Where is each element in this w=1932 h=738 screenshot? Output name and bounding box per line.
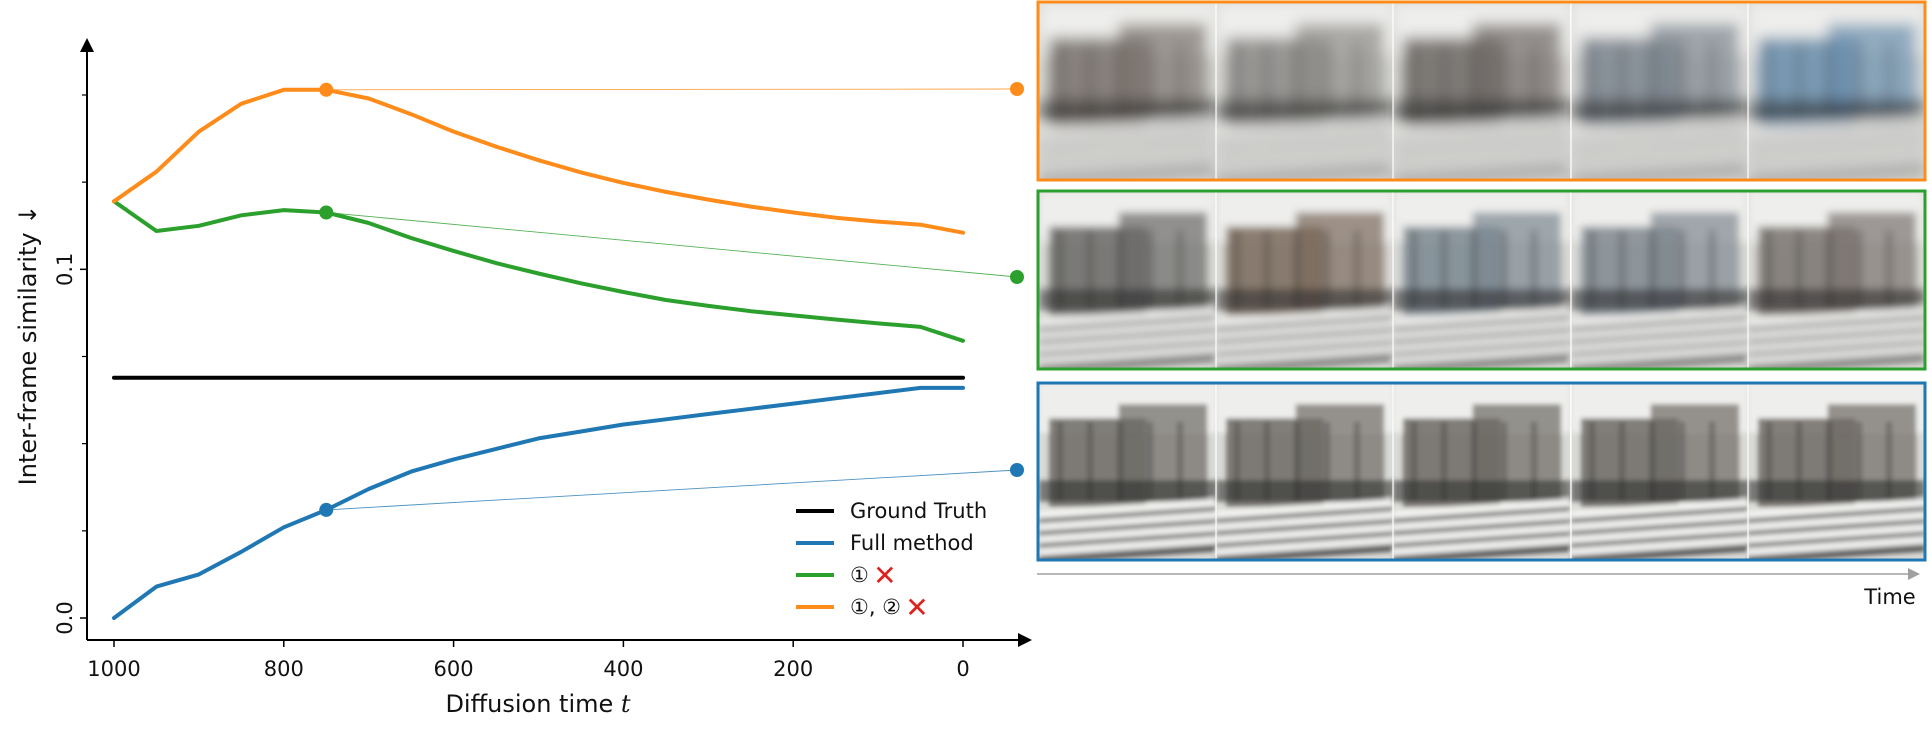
legend-label-ablation-1: ① [850, 563, 869, 587]
legend-label-full-method: Full method [850, 531, 974, 555]
video-frame [1747, 2, 1924, 180]
legend-label-ablation-1-2: ①, ② [850, 595, 901, 619]
image-panel-ablation-1 [1036, 189, 1927, 371]
y-tick-label: 0.1 [53, 253, 77, 286]
connector-line-full-method [326, 469, 1018, 511]
video-frame [1392, 2, 1570, 180]
ticks: 1000 800 600 400 200 0 0.0 0.1 [53, 94, 970, 681]
y-axis-label: Inter-frame similarity ↓ [14, 205, 42, 486]
video-frame [1747, 191, 1924, 369]
panel-dot-ablation-1-2 [1010, 82, 1024, 96]
legend-cross-mark-ablation-1: ✕ [873, 559, 896, 592]
video-frame [1215, 2, 1393, 180]
time-axis-label: Time [1863, 585, 1915, 609]
x-axis-label-variable: t [621, 690, 631, 718]
x-tick-label: 800 [264, 657, 304, 681]
plot-axes [80, 38, 1032, 647]
series-marker-full-method [319, 502, 334, 517]
y-axis-arrowhead [80, 38, 94, 52]
x-axis-label: Diffusion time t [445, 690, 630, 718]
connector-lines [326, 88, 1018, 511]
image-panel-full-method [1036, 381, 1927, 562]
video-frame [1392, 383, 1570, 560]
connector-line-ablation-1 [326, 212, 1018, 278]
x-tick-label: 600 [434, 657, 474, 681]
x-tick-label: 1000 [87, 657, 140, 681]
video-frame [1570, 191, 1748, 369]
series-line-ablation-1 [112, 199, 965, 343]
image-panel-ablation-1-2 [1036, 0, 1927, 182]
connector-line-ablation-1-2 [326, 88, 1018, 91]
y-tick-label: 0.0 [53, 601, 77, 634]
x-tick-label: 0 [956, 657, 969, 681]
series-marker-ablation-1 [319, 205, 334, 220]
legend-cross-mark-ablation-1-2: ✕ [905, 591, 928, 624]
series-markers [319, 82, 1024, 517]
x-axis-arrowhead [1018, 633, 1032, 647]
image-panel-border-ablation-1-2 [1036, 0, 1927, 182]
image-panel-border-full-method [1036, 381, 1927, 562]
video-frame [1747, 383, 1924, 560]
video-frame [1039, 191, 1216, 369]
legend-label-ground-truth: Ground Truth [850, 499, 987, 523]
panel-dot-full-method [1010, 463, 1024, 477]
video-frame [1392, 191, 1570, 369]
video-frame [1039, 383, 1216, 560]
video-frame [1215, 191, 1393, 369]
video-frame [1039, 2, 1216, 180]
x-tick-label: 200 [773, 657, 813, 681]
panel-dot-ablation-1 [1010, 270, 1024, 284]
image-panels [1036, 0, 1927, 562]
video-frame [1215, 383, 1393, 560]
series-lines [112, 87, 965, 620]
series-line-ablation-1-2 [112, 87, 965, 235]
image-panel-border-ablation-1 [1036, 189, 1927, 371]
video-frame [1570, 383, 1748, 560]
video-frame [1570, 2, 1748, 180]
series-line-full-method [112, 385, 965, 620]
series-marker-ablation-1-2 [319, 82, 334, 97]
x-tick-label: 400 [603, 657, 643, 681]
